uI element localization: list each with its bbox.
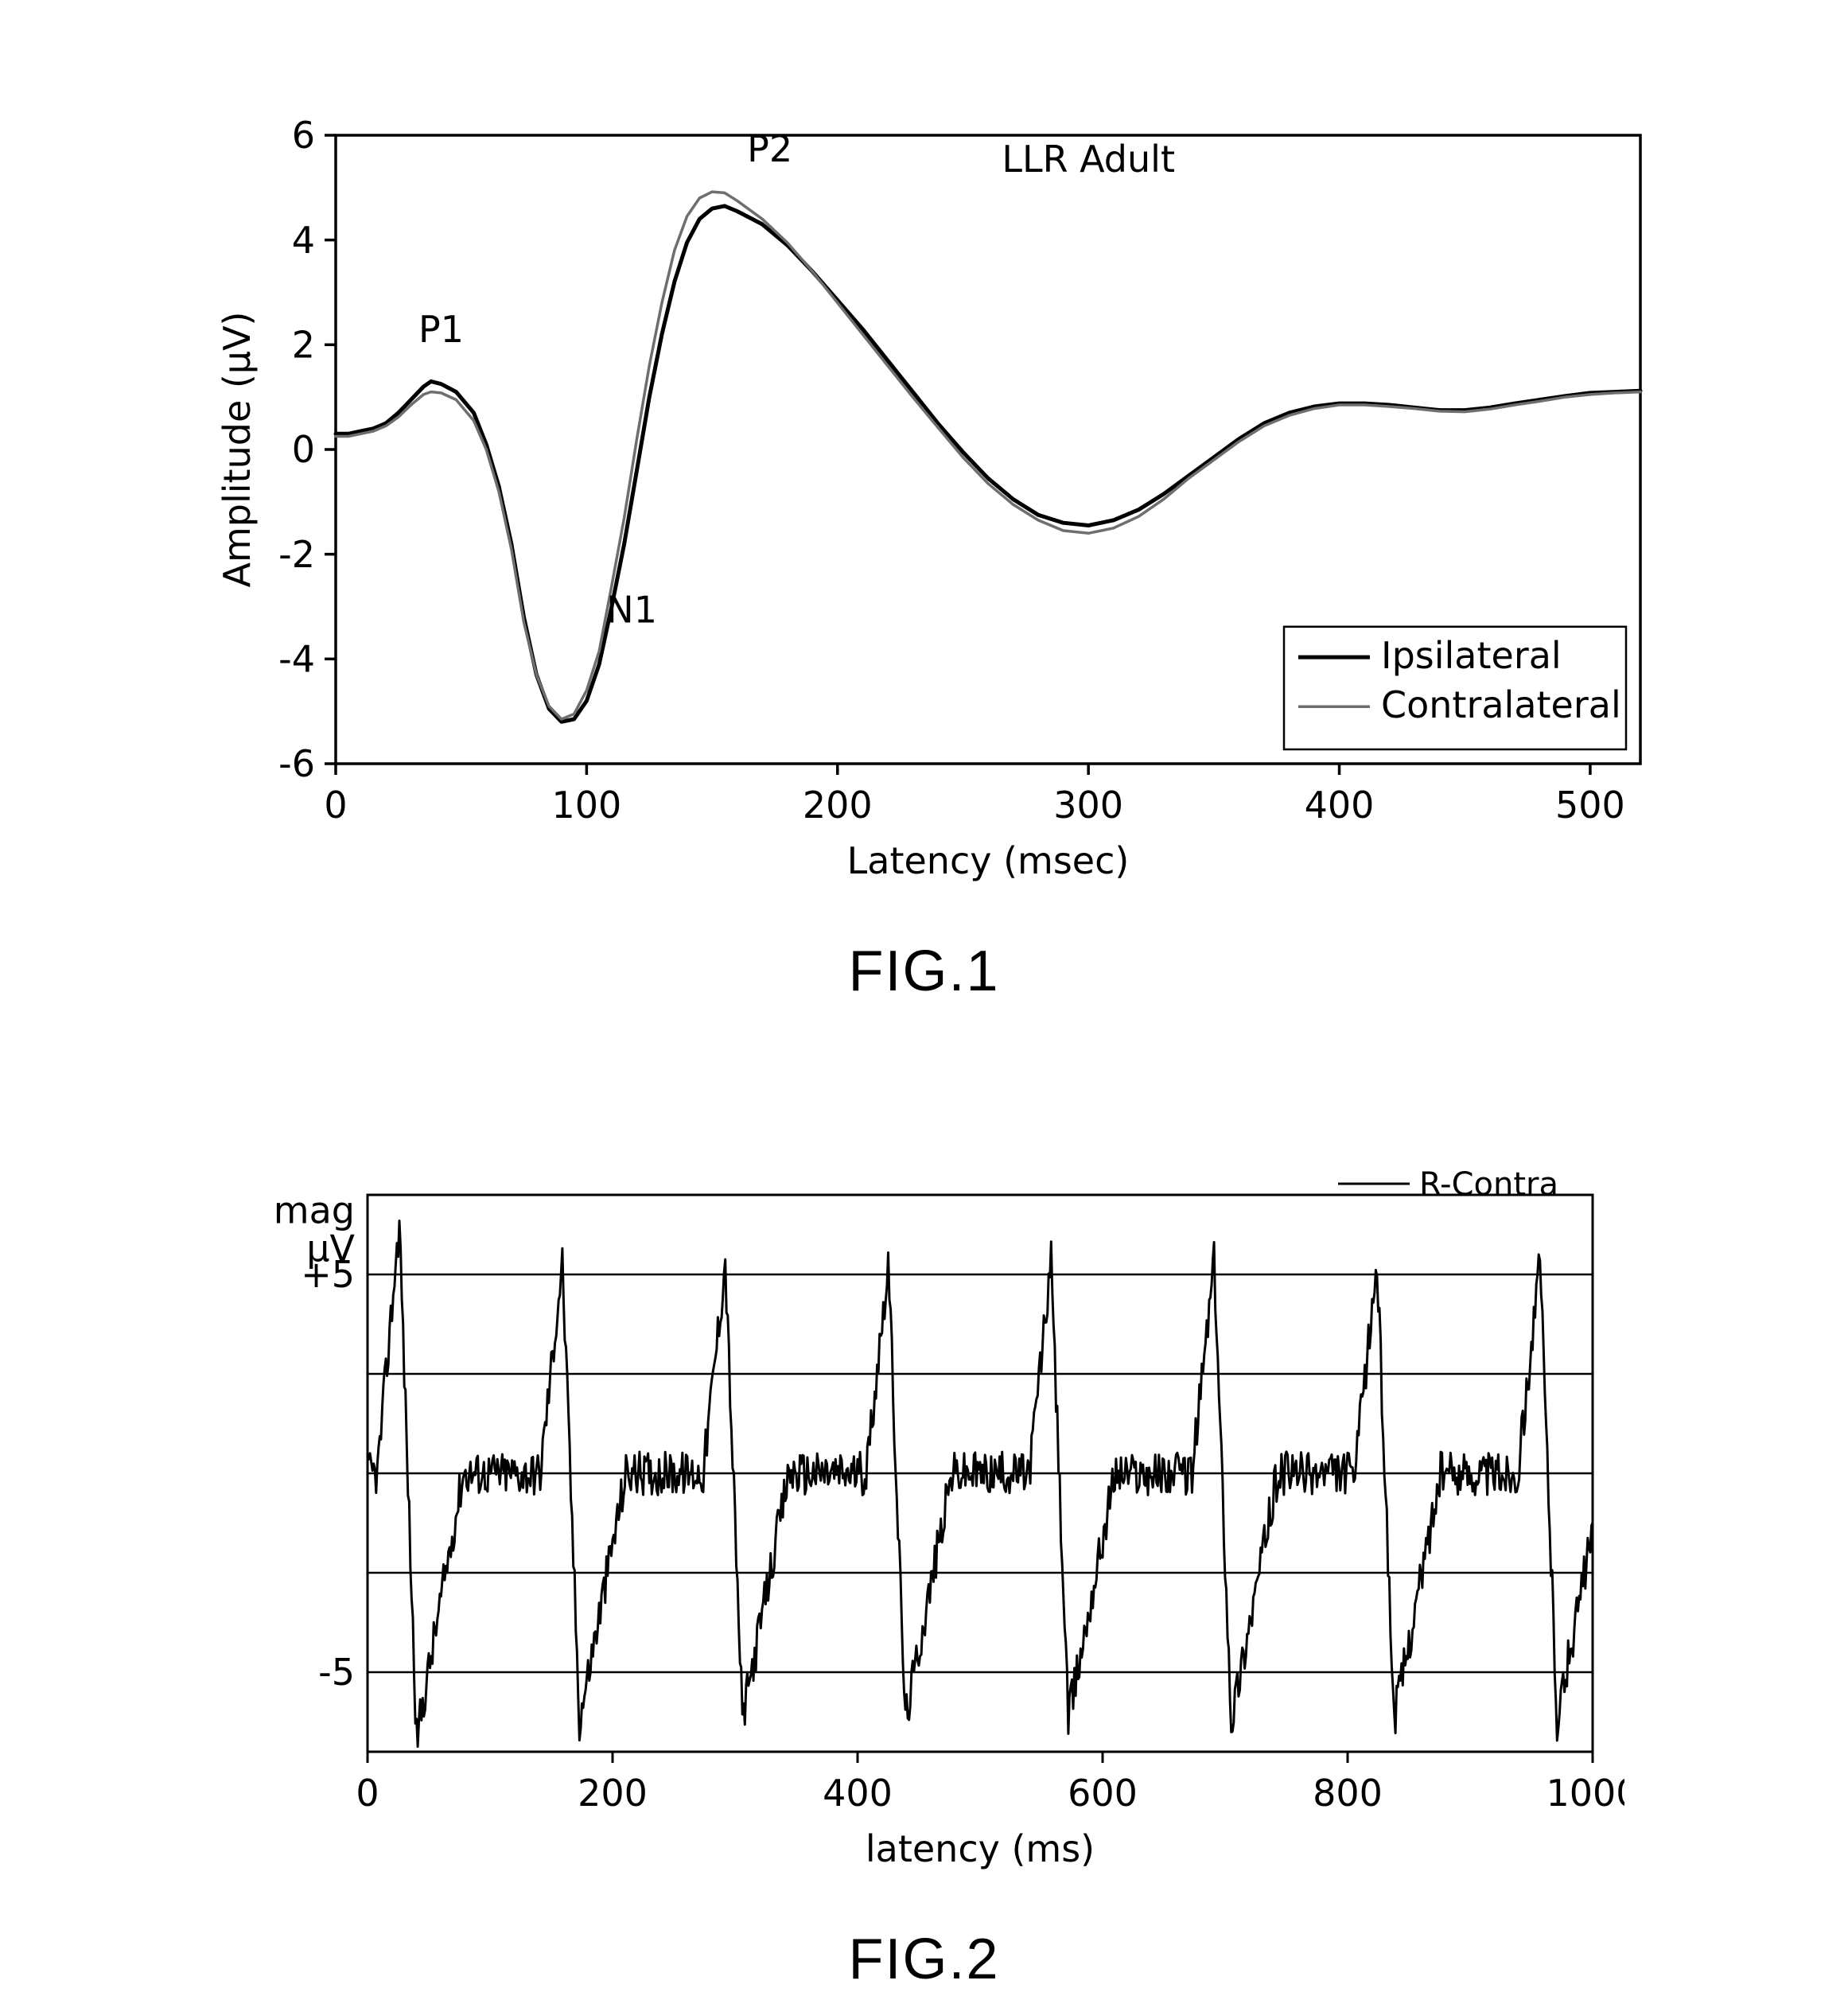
svg-text:0: 0 (324, 784, 347, 827)
svg-text:600: 600 (1068, 1772, 1138, 1815)
svg-text:200: 200 (802, 784, 872, 827)
figure-2-chart: +5-5magμV02004006008001000latency (ms)R-… (224, 1147, 1624, 1887)
svg-text:200: 200 (578, 1772, 648, 1815)
svg-text:P2: P2 (747, 127, 792, 170)
svg-text:R-Contra: R-Contra (1419, 1166, 1558, 1203)
svg-text:-5: -5 (318, 1651, 355, 1694)
svg-text:400: 400 (823, 1772, 893, 1815)
svg-text:0: 0 (291, 428, 314, 471)
svg-text:1000: 1000 (1546, 1772, 1624, 1815)
svg-text:-2: -2 (278, 533, 315, 576)
svg-text:LLR Adult: LLR Adult (1002, 138, 1175, 181)
figure-2-caption: FIG.2 (848, 1927, 999, 1992)
svg-text:Contralateral: Contralateral (1381, 683, 1621, 726)
figure-2-block: +5-5magμV02004006008001000latency (ms)R-… (224, 1147, 1624, 1992)
svg-text:6: 6 (291, 114, 314, 157)
svg-text:N1: N1 (606, 588, 657, 631)
figure-1-chart: 0 100 200 300 400 500 -6 -4 -2 0 2 4 6 Latency (msec)… (177, 111, 1672, 899)
svg-text:4: 4 (291, 219, 314, 262)
svg-text:Amplitude (μV): Amplitude (μV) (216, 312, 259, 588)
figure-1-block: 0 100 200 300 400 500 -6 -4 -2 0 2 4 6 Latency (msec)… (177, 111, 1672, 1004)
svg-text:mag: mag (273, 1189, 354, 1231)
svg-text:2: 2 (291, 323, 314, 366)
svg-text:800: 800 (1313, 1772, 1383, 1815)
svg-text:0: 0 (356, 1772, 379, 1815)
svg-text:500: 500 (1555, 784, 1625, 827)
svg-text:400: 400 (1304, 784, 1374, 827)
svg-text:P1: P1 (418, 308, 463, 351)
svg-text:300: 300 (1053, 784, 1123, 827)
svg-text:μV: μV (306, 1227, 355, 1270)
svg-text:-4: -4 (278, 637, 315, 680)
svg-text:100: 100 (551, 784, 621, 827)
svg-text:Latency (msec): Latency (msec) (846, 839, 1129, 882)
figure-1-caption: FIG.1 (848, 939, 999, 1004)
svg-text:latency (ms): latency (ms) (865, 1827, 1094, 1870)
svg-text:Ipsilateral: Ipsilateral (1381, 634, 1562, 677)
page: 0 100 200 300 400 500 -6 -4 -2 0 2 4 6 Latency (msec)… (0, 0, 1848, 1982)
svg-text:-6: -6 (278, 742, 315, 785)
